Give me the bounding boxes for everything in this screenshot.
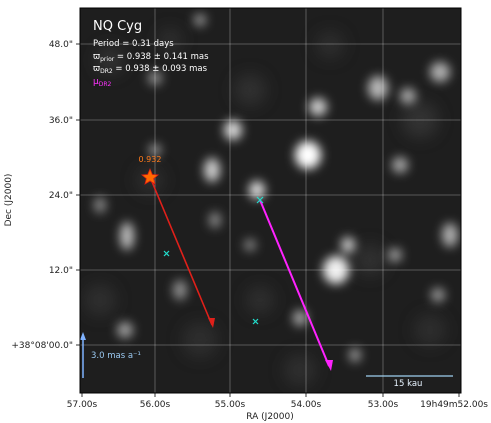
- sky-image-background: [80, 8, 461, 393]
- prior-marker-label: 0.932: [139, 155, 162, 164]
- y-tick-label: 36.0": [49, 116, 73, 126]
- y-tick-label: 24.0": [49, 191, 73, 201]
- pm-scale-arrow: [80, 332, 86, 378]
- y-axis-title: Dec (J2000): [4, 174, 14, 227]
- x-tick-label: 56.00s: [140, 400, 171, 410]
- proper-motion-legend: μDR2: [93, 77, 112, 88]
- y-tick-label: 48.0": [49, 40, 73, 50]
- pm-scale-label: 3.0 mas a⁻¹: [91, 351, 141, 361]
- tick-marks: [76, 43, 460, 397]
- distance-scale-label: 15 kau: [394, 379, 423, 389]
- x-tick-label: 54.00s: [291, 400, 322, 410]
- cross-marker: [163, 196, 264, 325]
- background-mottle: [84, 28, 446, 386]
- x-tick-label: 19h49m52.00s: [420, 400, 488, 410]
- x-tick-label: 53.00s: [368, 400, 399, 410]
- target-star-marker: [140, 167, 160, 185]
- y-tick-label: 12.0": [49, 266, 73, 276]
- star-name: NQ Cyg: [93, 19, 142, 34]
- star-sources: [94, 14, 458, 362]
- coordinate-grid: [80, 8, 461, 393]
- x-tick-label: 57.00s: [67, 400, 98, 410]
- parallax-dr2-text: ϖDR2 = 0.938 ± 0.093 mas: [93, 64, 208, 75]
- plot-frame: [79, 7, 462, 394]
- y-tick-label: +38°08'00.0": [11, 341, 73, 351]
- prior-proper-motion-arrow: [149, 176, 215, 328]
- dr2-proper-motion-arrow: [259, 199, 333, 371]
- parallax-prior-text: ϖprior = 0.938 ± 0.141 mas: [93, 52, 209, 63]
- period-text: Period = 0.31 days: [93, 39, 174, 49]
- x-axis-title: RA (J2000): [246, 412, 294, 422]
- x-tick-label: 55.00s: [215, 400, 246, 410]
- sky-image: [80, 8, 461, 393]
